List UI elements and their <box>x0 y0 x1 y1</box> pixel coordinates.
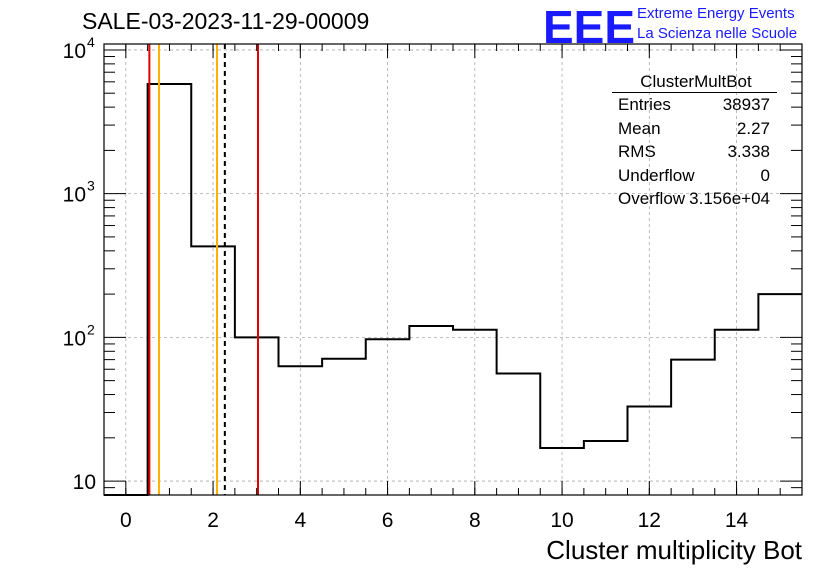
histogram-bin <box>366 339 410 495</box>
stats-label: RMS <box>618 142 656 161</box>
y-tick-label: 10 <box>63 40 86 63</box>
y-tick-label: 10 <box>73 471 96 494</box>
stats-value: 3.338 <box>727 142 770 161</box>
eee-logo-mark: EEE <box>543 2 635 46</box>
logo-line2: La Scienza nelle Scuole <box>637 25 798 42</box>
x-tick-label: 6 <box>382 509 394 532</box>
stats-label: Mean <box>618 118 661 138</box>
x-tick-labels: 0 2 4 6 8 10 12 14 <box>120 509 749 532</box>
stats-row: RMS 3.338 <box>612 140 770 164</box>
x-tick-label: 8 <box>469 509 481 532</box>
y-tick-exponent: 4 <box>87 34 95 50</box>
x-tick-label: 12 <box>638 509 661 532</box>
x-axis-label: Cluster multiplicity Bot <box>546 535 803 565</box>
stats-row: Overflow 3.156e+04 <box>612 187 770 211</box>
stats-value: 38937 <box>722 95 770 114</box>
histogram-line <box>104 82 802 496</box>
y-tick-label: 10 <box>63 184 86 207</box>
stats-box-divider <box>612 92 777 93</box>
histogram-bin <box>671 360 715 495</box>
stats-box-title: ClusterMultBot <box>640 72 752 91</box>
logo-caption: Extreme Energy Events La Scienza nelle S… <box>637 4 797 44</box>
stats-box: ClusterMultBot Entries 38937 Mean 2.27 RMS 3.… <box>612 72 777 211</box>
stats-rows: Entries 38937 Mean 2.27 RMS 3.338 Underflow 0 Ov… <box>612 93 770 211</box>
histogram-bin <box>235 337 279 495</box>
stats-value: 0 <box>760 165 770 185</box>
x-tick-label: 0 <box>120 509 132 532</box>
x-tick-label: 2 <box>207 509 219 532</box>
histogram-bin <box>584 441 628 495</box>
stats-value: 2.27 <box>736 118 770 138</box>
stats-label: Overflow <box>618 189 686 208</box>
stats-value: 3.156e+04 <box>689 189 770 208</box>
x-tick-label: 10 <box>550 509 573 532</box>
eee-logo-icon: EEE <box>543 2 635 46</box>
histogram-bin <box>497 374 541 495</box>
histogram-bin <box>453 330 497 495</box>
stats-label: Entries <box>618 95 671 114</box>
marker-lines <box>148 44 259 495</box>
y-tick-label: 10 <box>63 327 86 350</box>
stats-row: Entries 38937 <box>612 93 770 117</box>
histogram-bin <box>409 326 453 495</box>
stats-label: Underflow <box>618 165 695 185</box>
x-tick-label: 4 <box>294 509 306 532</box>
stats-row: Underflow 0 <box>612 164 770 188</box>
histogram-bin <box>715 330 759 495</box>
x-tick-label: 14 <box>725 509 749 532</box>
stats-row: Mean 2.27 <box>612 117 770 141</box>
logo-line1: Extreme Energy Events <box>637 5 795 22</box>
axis-ticks <box>104 44 802 496</box>
histogram-bin <box>148 84 192 495</box>
histogram-bin <box>279 366 323 495</box>
y-tick-exponent: 3 <box>87 178 95 194</box>
chart-title: SALE-03-2023-11-29-00009 <box>82 8 370 34</box>
histogram-bin <box>322 359 366 495</box>
histogram-series <box>104 82 802 496</box>
y-tick-exponent: 2 <box>87 321 95 337</box>
histogram-bin <box>191 246 235 495</box>
